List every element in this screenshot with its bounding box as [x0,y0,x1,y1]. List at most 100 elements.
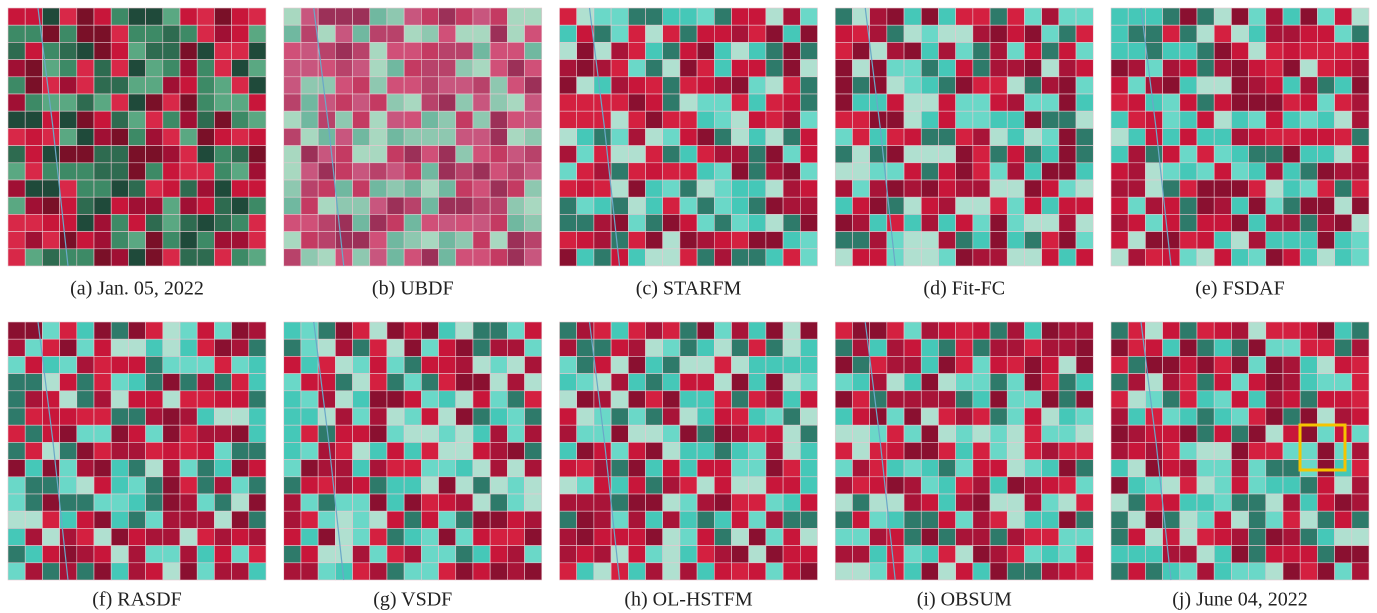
field [904,128,921,145]
field [990,563,1007,580]
field [94,356,111,373]
field [335,180,352,197]
field [1300,8,1317,25]
field [249,408,266,425]
field [197,442,214,459]
field [249,60,266,77]
field [1249,249,1266,266]
field [1300,511,1317,528]
field [1249,477,1266,494]
field [232,94,249,111]
field [77,249,94,266]
field [680,249,697,266]
field [439,425,456,442]
field [1128,214,1145,231]
field [714,528,731,545]
field [404,408,421,425]
field [180,180,197,197]
field [284,528,301,545]
field [990,339,1007,356]
field [766,42,783,59]
field [852,391,869,408]
field [94,42,111,59]
field [1180,425,1197,442]
field [990,214,1007,231]
field [1007,356,1024,373]
field [507,146,524,163]
field [1352,408,1369,425]
field [680,214,697,231]
field [887,391,904,408]
field [1145,511,1162,528]
field [25,494,42,511]
field [646,322,663,339]
field [490,374,507,391]
field [1317,25,1334,42]
field [232,374,249,391]
field [749,77,766,94]
field [749,214,766,231]
field [94,528,111,545]
field [128,25,145,42]
field [525,563,542,580]
field [8,511,25,528]
field [456,391,473,408]
field [1335,60,1352,77]
field [1283,528,1300,545]
field [680,494,697,511]
field [1059,511,1076,528]
field [387,408,404,425]
field [25,442,42,459]
field [732,494,749,511]
field [8,322,25,339]
field [1197,111,1214,128]
field [473,391,490,408]
field [525,442,542,459]
field [473,477,490,494]
field [766,322,783,339]
field [421,442,438,459]
field [938,528,955,545]
field [732,546,749,563]
field [370,60,387,77]
field [628,511,645,528]
field [1111,249,1128,266]
field [214,563,231,580]
field [956,94,973,111]
field [387,8,404,25]
field [560,339,577,356]
field [111,391,128,408]
field [439,214,456,231]
field [490,25,507,42]
field [404,232,421,249]
field [490,163,507,180]
field [1007,249,1024,266]
field [938,494,955,511]
field [163,25,180,42]
field [456,477,473,494]
field [94,374,111,391]
field [387,339,404,356]
field [1300,477,1317,494]
field [1180,546,1197,563]
field [697,511,714,528]
field [197,60,214,77]
field [353,249,370,266]
field [1163,477,1180,494]
field [577,42,594,59]
field [749,460,766,477]
field [197,494,214,511]
field [197,42,214,59]
field [387,442,404,459]
field [473,528,490,545]
field [783,77,800,94]
field [1024,25,1041,42]
field [646,249,663,266]
field [284,8,301,25]
field [77,128,94,145]
field [749,356,766,373]
field [904,494,921,511]
field [714,94,731,111]
field [956,163,973,180]
field [163,232,180,249]
